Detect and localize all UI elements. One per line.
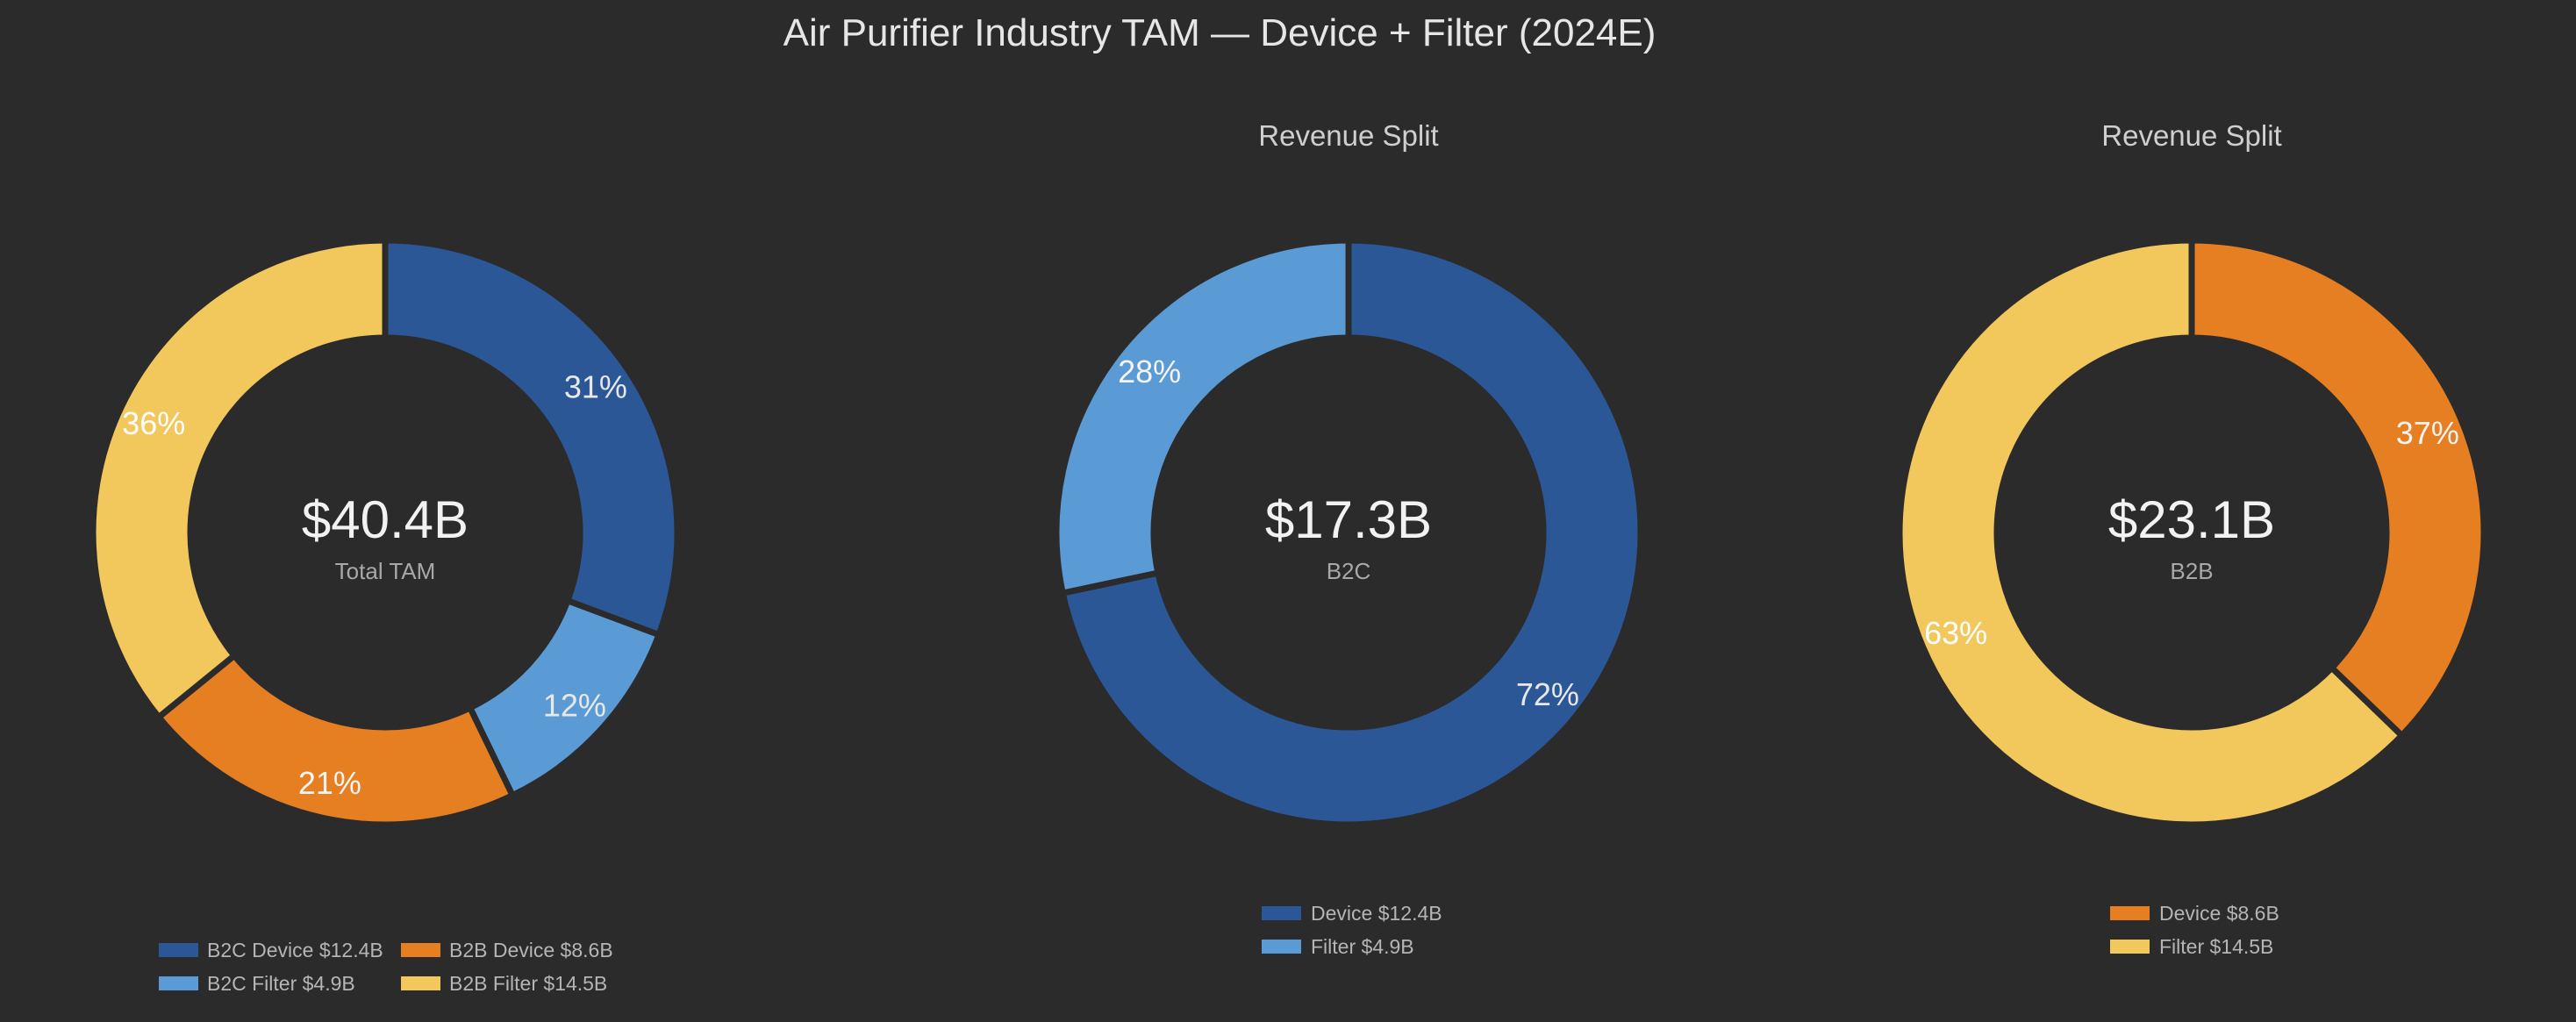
donut-b2c: 72% 28% $17.3B B2C bbox=[1053, 237, 1644, 828]
legend-swatch-b2c-device bbox=[1262, 906, 1301, 920]
slice-filter bbox=[1896, 237, 2407, 828]
legend-swatch-b2b-filter bbox=[2110, 940, 2150, 954]
subtitle-b2c: Revenue Split bbox=[1258, 119, 1438, 152]
legend-label-b2c-filter: Filter $4.9B bbox=[1311, 935, 1414, 958]
pct-label-device: 37% bbox=[2396, 415, 2459, 451]
slice-b2b-filter bbox=[89, 237, 389, 722]
subtitle-b2b: Revenue Split bbox=[2101, 119, 2281, 152]
slice-filter bbox=[1053, 237, 1352, 597]
pct-label-b2b-filter: 36% bbox=[122, 405, 185, 441]
legend-label-b2b-filter: Filter $14.5B bbox=[2159, 935, 2273, 958]
legend-swatch-b2b-device bbox=[2110, 906, 2150, 920]
legend-b2c: Device $12.4B Filter $4.9B bbox=[1262, 902, 1442, 958]
legend-b2b: Device $8.6B Filter $14.5B bbox=[2110, 902, 2279, 958]
pct-label-b2c-filter: 12% bbox=[543, 688, 606, 724]
legend-label-b2b-device: Device $8.6B bbox=[2159, 902, 2279, 925]
slice-b2b-device bbox=[154, 651, 517, 828]
legend-label-b2b-device: B2B Device $8.6B bbox=[449, 939, 613, 961]
legend-label-b2b-filter: B2B Filter $14.5B bbox=[449, 972, 607, 995]
main-title: Air Purifier Industry TAM — Device + Fil… bbox=[784, 11, 1657, 54]
pct-label-b2c-device: 31% bbox=[564, 369, 627, 405]
center-label-total: Total TAM bbox=[335, 558, 436, 584]
donut-total-tam: 31% 12% 21% 36% $40.4B Total TAM bbox=[89, 237, 681, 828]
pct-label-device: 72% bbox=[1516, 676, 1579, 712]
legend-swatch-b2b-device bbox=[401, 943, 440, 957]
legend-swatch-b2c-device bbox=[159, 943, 198, 957]
slice-device bbox=[1059, 237, 1644, 828]
center-value-b2c: $17.3B bbox=[1265, 490, 1432, 549]
center-label-b2b: B2B bbox=[2170, 558, 2213, 584]
legend-label-b2c-device: B2C Device $12.4B bbox=[207, 939, 383, 961]
pct-label-filter: 28% bbox=[1118, 354, 1181, 390]
center-label-b2c: B2C bbox=[1327, 558, 1371, 584]
pct-label-filter: 63% bbox=[1924, 615, 1987, 651]
slice-device bbox=[2188, 237, 2487, 740]
legend-total-tam: B2C Device $12.4B B2B Device $8.6B B2C F… bbox=[159, 939, 613, 995]
legend-swatch-b2c-filter bbox=[159, 976, 198, 990]
center-value-total: $40.4B bbox=[302, 490, 469, 549]
legend-swatch-b2c-filter bbox=[1262, 940, 1301, 954]
legend-label-b2c-filter: B2C Filter $4.9B bbox=[207, 972, 355, 995]
legend-swatch-b2b-filter bbox=[401, 976, 440, 990]
slice-b2c-device bbox=[382, 237, 681, 640]
donut-b2b: 37% 63% $23.1B B2B bbox=[1896, 237, 2487, 828]
legend-label-b2c-device: Device $12.4B bbox=[1311, 902, 1442, 925]
center-value-b2b: $23.1B bbox=[2108, 490, 2275, 549]
pct-label-b2b-device: 21% bbox=[298, 765, 361, 801]
